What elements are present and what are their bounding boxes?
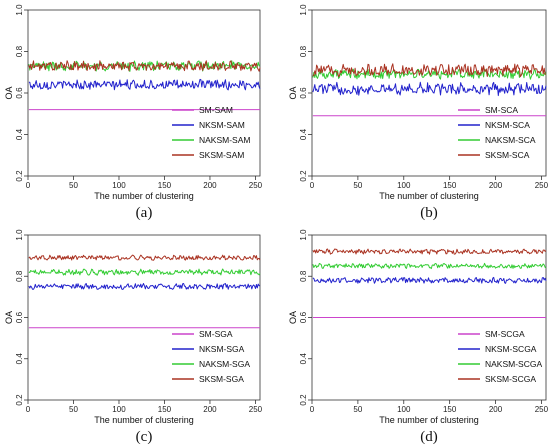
panel-caption: (d) xyxy=(420,429,438,445)
y-tick-label: 1.0 xyxy=(15,229,24,241)
x-tick-label: 50 xyxy=(353,181,362,190)
x-tick-label: 50 xyxy=(353,405,362,414)
legend-label: SM-SGA xyxy=(199,329,233,339)
y-axis-label: OA xyxy=(4,86,14,99)
y-tick-label: 0.8 xyxy=(15,270,24,282)
legend-label: SKSM-SCGA xyxy=(485,374,536,384)
y-tick-label: 0.4 xyxy=(15,353,24,365)
x-axis-label: The number of clustering xyxy=(94,415,194,425)
x-axis-label: The number of clustering xyxy=(379,191,479,201)
y-axis-label: OA xyxy=(288,311,298,324)
y-tick-label: 0.6 xyxy=(299,311,308,323)
series-line-naksm-sga xyxy=(28,268,261,276)
legend-label: SKSM-SCA xyxy=(485,150,530,160)
y-tick-label: 1.0 xyxy=(299,4,308,16)
legend-label: SKSM-SAM xyxy=(199,150,244,160)
x-tick-label: 250 xyxy=(535,181,549,190)
x-tick-label: 250 xyxy=(249,405,263,414)
y-tick-label: 0.2 xyxy=(299,394,308,406)
x-tick-label: 0 xyxy=(26,405,31,414)
y-tick-label: 0.6 xyxy=(15,311,24,323)
series-line-nksm-sca xyxy=(312,81,547,97)
x-axis-label: The number of clustering xyxy=(379,415,479,425)
panel-d: 0.2 0.4 0.6 0.8 1.0 0 50 100 150 200 250 The number… xyxy=(288,229,549,445)
panel-caption: (c) xyxy=(136,429,153,445)
y-tick-label: 0.8 xyxy=(299,270,308,282)
x-axis-label: The number of clustering xyxy=(94,191,194,201)
x-tick-label: 200 xyxy=(203,405,217,414)
series-line-sksm-sam xyxy=(28,60,261,72)
y-tick-label: 0.2 xyxy=(15,170,24,182)
legend-label: SM-SCA xyxy=(485,105,518,115)
x-tick-label: 150 xyxy=(158,181,172,190)
legend-label: NKSM-SCGA xyxy=(485,344,537,354)
series-line-sksm-sga xyxy=(28,254,261,261)
x-tick-label: 50 xyxy=(69,405,78,414)
series-line-sksm-sca xyxy=(312,63,547,78)
legend-label: NKSM-SGA xyxy=(199,344,245,354)
y-tick-label: 0.4 xyxy=(299,128,308,140)
y-axis-label: OA xyxy=(288,86,298,99)
x-tick-label: 100 xyxy=(112,405,126,414)
y-tick-label: 1.0 xyxy=(299,229,308,241)
y-tick-label: 0.4 xyxy=(15,128,24,140)
x-tick-label: 200 xyxy=(203,181,217,190)
y-tick-label: 0.8 xyxy=(299,45,308,57)
series-line-sksm-scga xyxy=(312,248,547,255)
x-tick-label: 200 xyxy=(489,405,503,414)
panel-b: 0.2 0.4 0.6 0.8 1.0 0 50 100 150 200 250 The number… xyxy=(288,4,549,221)
y-tick-label: 0.4 xyxy=(299,353,308,365)
series-line-nksm-sga xyxy=(28,283,261,290)
series-line-nksm-sam xyxy=(28,78,261,91)
legend-label: NAKSM-SGA xyxy=(199,359,250,369)
legend-label: NAKSM-SCA xyxy=(485,135,536,145)
series-line-naksm-sam xyxy=(28,60,261,72)
x-tick-label: 250 xyxy=(535,405,549,414)
x-tick-label: 150 xyxy=(443,181,457,190)
x-tick-label: 250 xyxy=(249,181,263,190)
legend-label: NAKSM-SCGA xyxy=(485,359,542,369)
x-tick-label: 200 xyxy=(489,181,503,190)
x-tick-label: 100 xyxy=(397,181,411,190)
x-tick-label: 0 xyxy=(310,405,315,414)
legend-label: SM-SAM xyxy=(199,105,233,115)
x-tick-label: 100 xyxy=(112,181,126,190)
y-tick-label: 0.8 xyxy=(15,45,24,57)
y-tick-label: 0.2 xyxy=(299,170,308,182)
panel-c: 0.2 0.4 0.6 0.8 1.0 0 50 100 150 200 250 The number… xyxy=(4,229,263,445)
x-tick-label: 50 xyxy=(69,181,78,190)
legend-label: SKSM-SGA xyxy=(199,374,244,384)
panel-caption: (a) xyxy=(136,205,153,221)
series-line-naksm-sca xyxy=(312,68,547,80)
panel-a: 0.2 0.4 0.6 0.8 1.0 0 50 100 150 200 250 The number… xyxy=(4,4,263,221)
y-tick-label: 0.6 xyxy=(299,87,308,99)
x-tick-label: 150 xyxy=(158,405,172,414)
x-tick-label: 0 xyxy=(310,181,315,190)
legend-label: SM-SCGA xyxy=(485,329,525,339)
y-axis-label: OA xyxy=(4,311,14,324)
legend-label: NKSM-SAM xyxy=(199,120,245,130)
series-line-nksm-scga xyxy=(312,276,547,284)
y-tick-label: 0.6 xyxy=(15,87,24,99)
y-tick-label: 1.0 xyxy=(15,4,24,16)
x-tick-label: 100 xyxy=(397,405,411,414)
y-tick-label: 0.2 xyxy=(15,394,24,406)
panel-caption: (b) xyxy=(420,205,438,221)
x-tick-label: 150 xyxy=(443,405,457,414)
legend-label: NAKSM-SAM xyxy=(199,135,250,145)
x-tick-label: 0 xyxy=(26,181,31,190)
legend-label: NKSM-SCA xyxy=(485,120,530,130)
series-line-naksm-scga xyxy=(312,262,547,270)
